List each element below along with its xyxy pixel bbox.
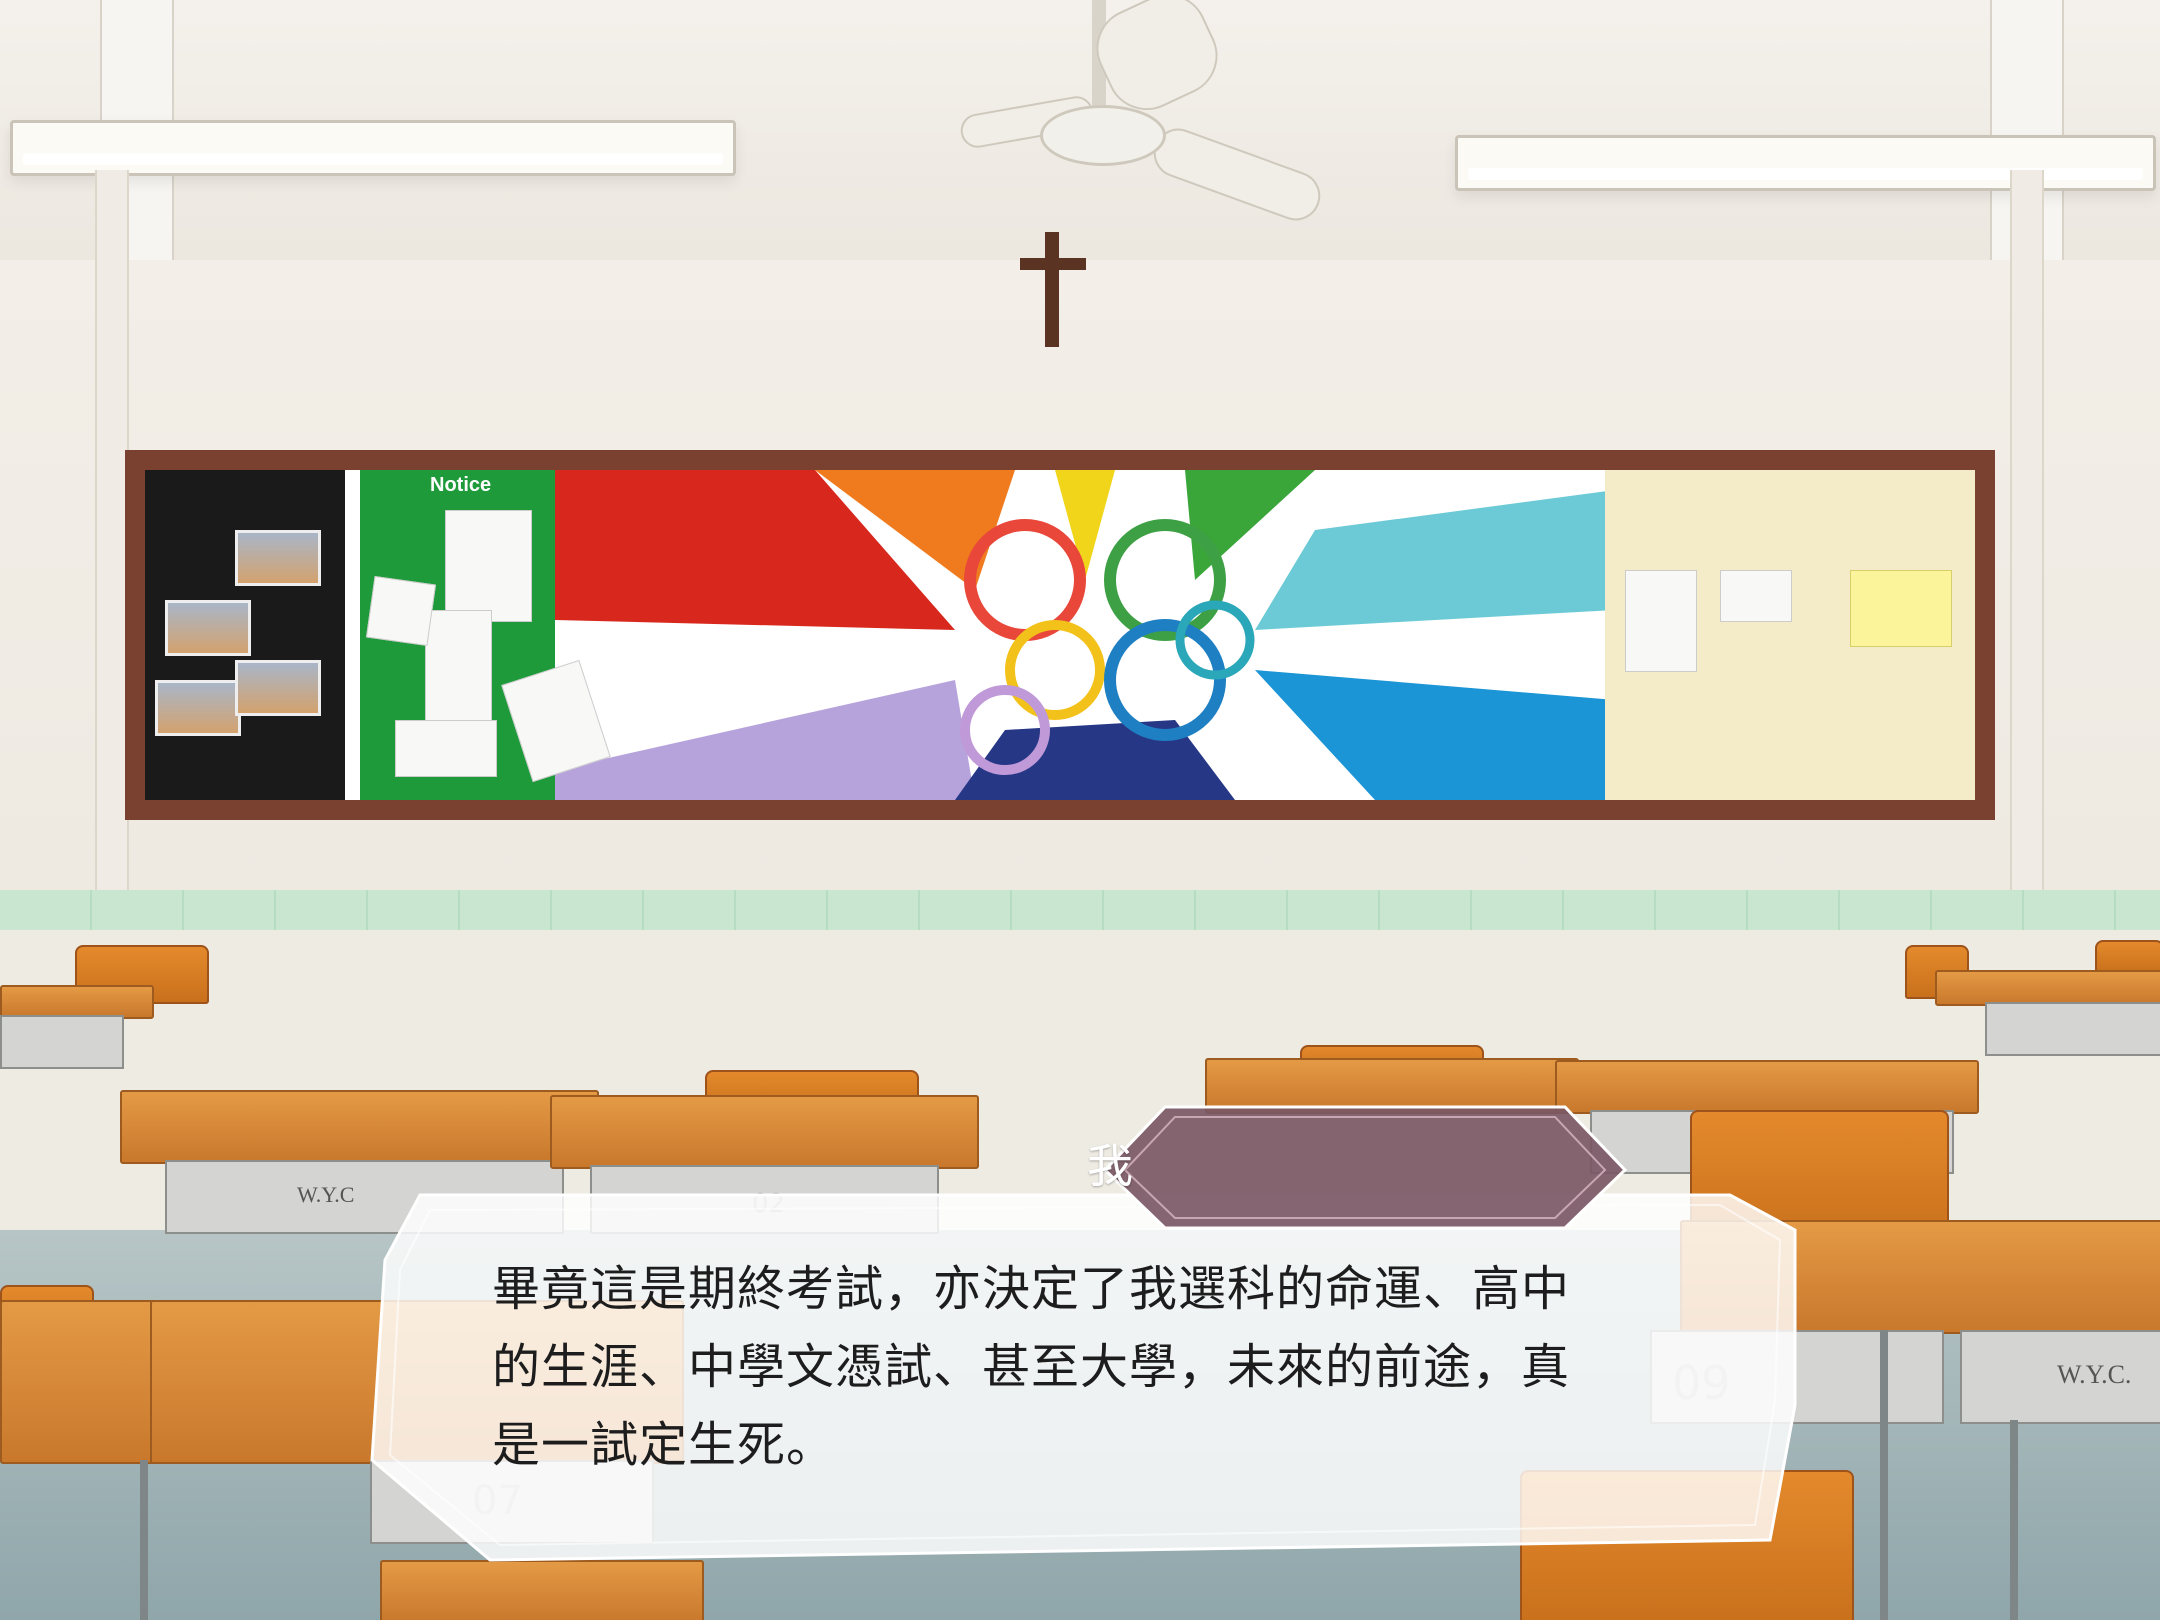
- desk-drawer: W.Y.C.: [1960, 1330, 2160, 1424]
- notice-paper: [445, 510, 532, 622]
- desk-number: 09: [1672, 1356, 1731, 1410]
- desk-leg: [1880, 1330, 1888, 1620]
- ceiling-fan-icon: [1040, 105, 1166, 166]
- rainbow-rays: [555, 470, 1615, 800]
- desk-leg: [2010, 1420, 2018, 1620]
- desk: [1935, 970, 2160, 1006]
- desk: [550, 1095, 979, 1169]
- fan-blade: [1146, 121, 1328, 228]
- notice-paper: [425, 610, 492, 722]
- notice-title: Notice: [430, 474, 492, 496]
- sticky-note: [1850, 570, 1952, 647]
- desk: [0, 985, 154, 1019]
- wall-column: [95, 170, 129, 970]
- chair: [2095, 940, 2160, 974]
- ceiling: [0, 0, 2160, 260]
- wall-tile-strip: [0, 890, 2160, 930]
- desk: [380, 1560, 704, 1620]
- photo: [235, 530, 321, 586]
- desk-label: W.Y.C.: [2057, 1360, 2132, 1389]
- photo: [235, 660, 321, 716]
- chair: [1520, 1470, 1854, 1620]
- fluorescent-light: [10, 120, 736, 176]
- bulletin-board: Notice: [125, 450, 1995, 820]
- desk-number: 02: [752, 1189, 786, 1219]
- desk: [1555, 1060, 1979, 1114]
- photo: [155, 680, 241, 736]
- cross-icon: [1045, 232, 1059, 347]
- desk-label: W.Y.C: [297, 1182, 355, 1207]
- wall-column: [2010, 170, 2044, 970]
- film-strip-poster: [145, 470, 345, 800]
- cross-icon-bar: [1020, 258, 1086, 270]
- bulletin-board-surface: Notice: [145, 470, 1975, 800]
- desk: [120, 1090, 599, 1164]
- notice-paper: [365, 575, 437, 647]
- notice-paper: [1720, 570, 1792, 622]
- desk-drawer: 09: [1650, 1330, 1944, 1424]
- desk-drawer: W.Y.C: [165, 1160, 564, 1234]
- notice-paper: [395, 720, 497, 777]
- desk: [1680, 1220, 2160, 1334]
- desk-drawer: [0, 1015, 124, 1069]
- photo: [165, 600, 251, 656]
- desk: [150, 1300, 684, 1464]
- desk-drawer: 02: [590, 1165, 939, 1234]
- beige-panel: [1605, 470, 1975, 800]
- desk-number: 07: [472, 1478, 523, 1524]
- desk: [1205, 1058, 1579, 1114]
- desk-drawer: 07: [370, 1460, 654, 1544]
- desk-leg: [140, 1460, 148, 1620]
- desk-drawer: [1985, 1002, 2160, 1056]
- notice-paper: [1625, 570, 1697, 672]
- fluorescent-light: [1455, 135, 2156, 191]
